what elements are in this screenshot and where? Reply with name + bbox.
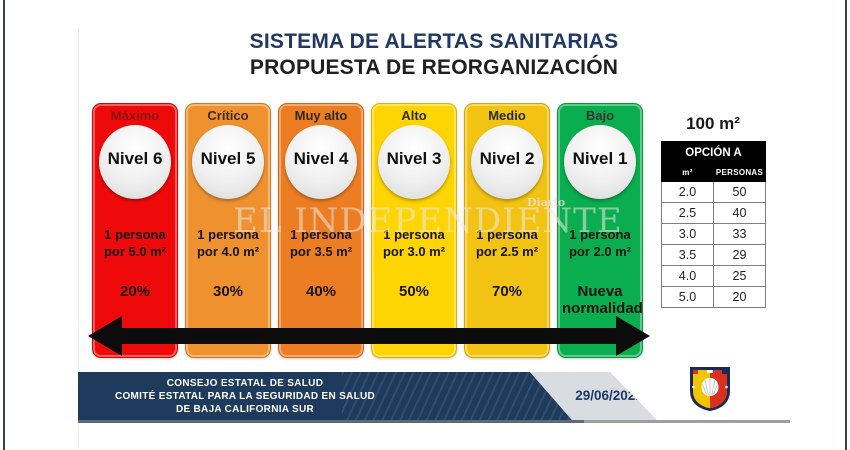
footer-underline-gray — [584, 420, 790, 423]
density-text: 1 persona por 5.0 m² — [93, 226, 177, 260]
alert-column-nivel-4: Muy alto Nivel 4 1 persona por 3.5 m² 40… — [278, 103, 364, 358]
cell-personas: 25 — [713, 265, 766, 287]
capacity-status: 50% — [398, 283, 430, 300]
bcs-coat-of-arms-icon — [690, 367, 730, 411]
cell-personas: 50 — [713, 181, 766, 203]
column-label: Máximo — [110, 108, 160, 123]
footer-line-3: DE BAJA CALIFORNIA SUR — [175, 404, 315, 415]
density-text: 1 persona por 2.5 m² — [465, 226, 549, 260]
level-circle: Nivel 3 — [378, 125, 450, 199]
cell-personas: 40 — [713, 202, 766, 224]
column-label: Bajo — [585, 108, 615, 123]
alert-column-nivel-3: Alto Nivel 3 1 persona por 3.0 m² 50% — [371, 103, 457, 358]
level-circle: Nivel 5 — [192, 125, 264, 199]
table-row: 5.0 20 — [661, 286, 766, 308]
density-line-2: por 3.0 m² — [382, 244, 446, 259]
table-row: 2.0 50 — [661, 181, 766, 203]
density-line-1: 1 persona — [569, 227, 631, 242]
level-name: Nivel 3 — [386, 149, 442, 168]
cell-m2: 2.5 — [661, 202, 714, 224]
alert-levels: Máximo Nivel 6 1 persona por 5.0 m² 20% … — [92, 103, 643, 358]
page-title: SISTEMA DE ALERTAS SANITARIAS PROPUESTA … — [78, 29, 790, 81]
level-name: Nivel 2 — [479, 149, 535, 168]
capacity-status: 70% — [491, 283, 523, 300]
density-line-2: por 3.5 m² — [289, 244, 353, 259]
cell-m2: 3.5 — [661, 244, 714, 266]
footer-line-1: CONSEJO ESTATAL DE SALUD — [166, 378, 324, 389]
density-line-2: por 2.0 m² — [568, 244, 632, 259]
column-label: Muy alto — [294, 108, 348, 123]
level-name: Nivel 5 — [200, 149, 256, 168]
density-line-2: por 2.5 m² — [475, 244, 539, 259]
cell-m2: 5.0 — [661, 286, 714, 308]
column-label: Alto — [401, 108, 427, 123]
arrow-shaft — [104, 328, 634, 344]
area-title: 100 m² — [686, 114, 740, 133]
table-option-header: OPCIÓN A — [661, 141, 766, 164]
cell-m2: 4.0 — [661, 265, 714, 287]
density-line-1: 1 persona — [197, 227, 259, 242]
column-label: Medio — [488, 108, 526, 123]
cell-personas: 29 — [713, 244, 766, 266]
level-name: Nivel 1 — [572, 149, 628, 168]
density-line-1: 1 persona — [476, 227, 538, 242]
title-line-1: SISTEMA DE ALERTAS SANITARIAS — [249, 30, 619, 53]
table-col-header-personas: PERSONAS — [713, 163, 766, 182]
cell-m2: 3.0 — [661, 223, 714, 245]
alert-column-nivel-6: Máximo Nivel 6 1 persona por 5.0 m² 20% — [92, 103, 178, 358]
level-circle: Nivel 1 — [564, 125, 636, 199]
slide-left-edge — [78, 28, 79, 448]
capacity-status: 40% — [305, 283, 337, 300]
density-text: 1 persona por 3.0 m² — [372, 226, 456, 260]
date-label: 29/06/2021 — [575, 388, 643, 403]
table-row: 3.0 33 — [661, 223, 766, 245]
table-row: 4.0 25 — [661, 265, 766, 287]
density-text: 1 persona por 2.0 m² — [558, 226, 642, 260]
footer-organization: CONSEJO ESTATAL DE SALUD COMITÉ ESTATAL … — [80, 377, 410, 416]
capacity-panel: 100 m² OPCIÓN A m² PERSONAS 2.0 50 2.5 40 … — [660, 114, 766, 308]
frame-edge-left — [3, 0, 5, 450]
title-line-2: PROPUESTA DE REORGANIZACIÓN — [249, 56, 619, 79]
arrow-right-head-icon — [616, 316, 650, 356]
density-line-1: 1 persona — [290, 227, 352, 242]
density-text: 1 persona por 4.0 m² — [186, 226, 270, 260]
level-circle: Nivel 2 — [471, 125, 543, 199]
footer-line-2: COMITÉ ESTATAL PARA LA SEGURIDAD EN SALU… — [114, 391, 376, 402]
table-row: 3.5 29 — [661, 244, 766, 266]
capacity-status: Nueva normalidad — [562, 283, 643, 317]
density-line-2: por 5.0 m² — [103, 244, 167, 259]
cell-m2: 2.0 — [661, 181, 714, 203]
capacity-table: OPCIÓN A m² PERSONAS 2.0 50 2.5 40 3.0 33 3… — [661, 141, 766, 308]
density-text: 1 persona por 3.5 m² — [279, 226, 363, 260]
table-row: 2.5 40 — [661, 202, 766, 224]
capacity-status: 20% — [119, 283, 151, 300]
level-name: Nivel 4 — [293, 149, 349, 168]
cell-personas: 33 — [713, 223, 766, 245]
cell-personas: 20 — [713, 286, 766, 308]
density-line-2: por 4.0 m² — [196, 244, 260, 259]
level-circle: Nivel 6 — [99, 125, 171, 199]
alert-column-nivel-1: Bajo Nivel 1 1 persona por 2.0 m² Nueva … — [557, 103, 643, 358]
alert-column-nivel-2: Medio Nivel 2 1 persona por 2.5 m² 70% — [464, 103, 550, 358]
level-circle: Nivel 4 — [285, 125, 357, 199]
table-col-header-m2: m² — [661, 163, 714, 182]
frame-edge-right — [845, 0, 847, 450]
alert-column-nivel-5: Crítico Nivel 5 1 persona por 4.0 m² 30% — [185, 103, 271, 358]
density-line-1: 1 persona — [104, 227, 166, 242]
column-label: Crítico — [207, 108, 249, 123]
footer-banner: CONSEJO ESTATAL DE SALUD COMITÉ ESTATAL … — [78, 372, 572, 420]
footer-banner-stripes — [342, 372, 572, 420]
density-line-1: 1 persona — [383, 227, 445, 242]
level-name: Nivel 6 — [107, 149, 163, 168]
footer-underline-dark — [78, 420, 584, 423]
capacity-status: 30% — [212, 283, 244, 300]
severity-double-arrow — [88, 316, 650, 356]
